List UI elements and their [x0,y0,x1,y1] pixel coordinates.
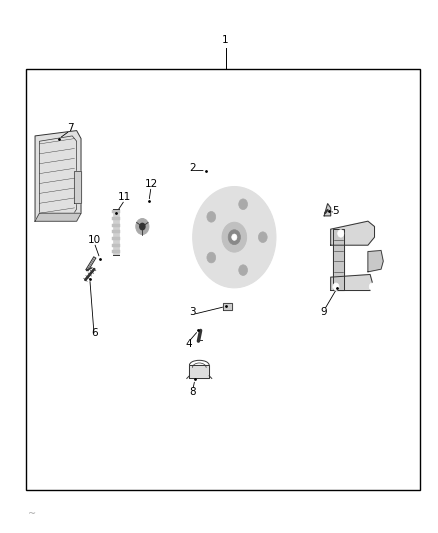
Bar [112,230,120,233]
Polygon shape [223,303,232,310]
Circle shape [338,230,344,237]
Polygon shape [324,204,331,216]
Circle shape [166,155,302,320]
Polygon shape [331,221,374,245]
Bar [26,69,420,490]
Circle shape [333,283,339,290]
Circle shape [232,234,237,240]
Text: 7: 7 [67,123,74,133]
Polygon shape [74,171,81,203]
Text: 6: 6 [91,328,98,338]
Circle shape [239,265,247,276]
Text: 12: 12 [145,179,158,189]
Text: 8: 8 [189,387,196,397]
Circle shape [207,252,215,263]
Polygon shape [189,365,209,378]
Text: 3: 3 [189,307,196,317]
Bar [112,217,120,220]
Text: 9: 9 [321,307,328,317]
Bar [113,209,119,255]
Polygon shape [35,213,81,221]
Text: 1: 1 [222,35,229,45]
Text: 2: 2 [189,163,196,173]
Circle shape [258,232,267,243]
Polygon shape [35,131,81,221]
Circle shape [121,201,163,252]
Circle shape [140,223,145,230]
Circle shape [222,222,247,252]
Polygon shape [331,274,372,290]
Circle shape [95,259,104,269]
Circle shape [228,230,240,245]
Text: 11: 11 [118,192,131,202]
Circle shape [193,187,276,288]
Circle shape [369,283,375,290]
Text: ~: ~ [28,510,37,519]
Bar [112,244,120,247]
Circle shape [207,212,215,222]
Circle shape [129,211,155,243]
Bar [112,211,120,214]
Polygon shape [333,229,344,290]
Text: 10: 10 [88,235,101,245]
Text: 5: 5 [332,206,339,215]
Circle shape [239,199,247,209]
Bar [112,237,120,240]
Circle shape [136,219,149,235]
Bar [112,251,120,254]
Bar [112,224,120,227]
Text: 4: 4 [185,339,192,349]
Polygon shape [368,251,383,272]
